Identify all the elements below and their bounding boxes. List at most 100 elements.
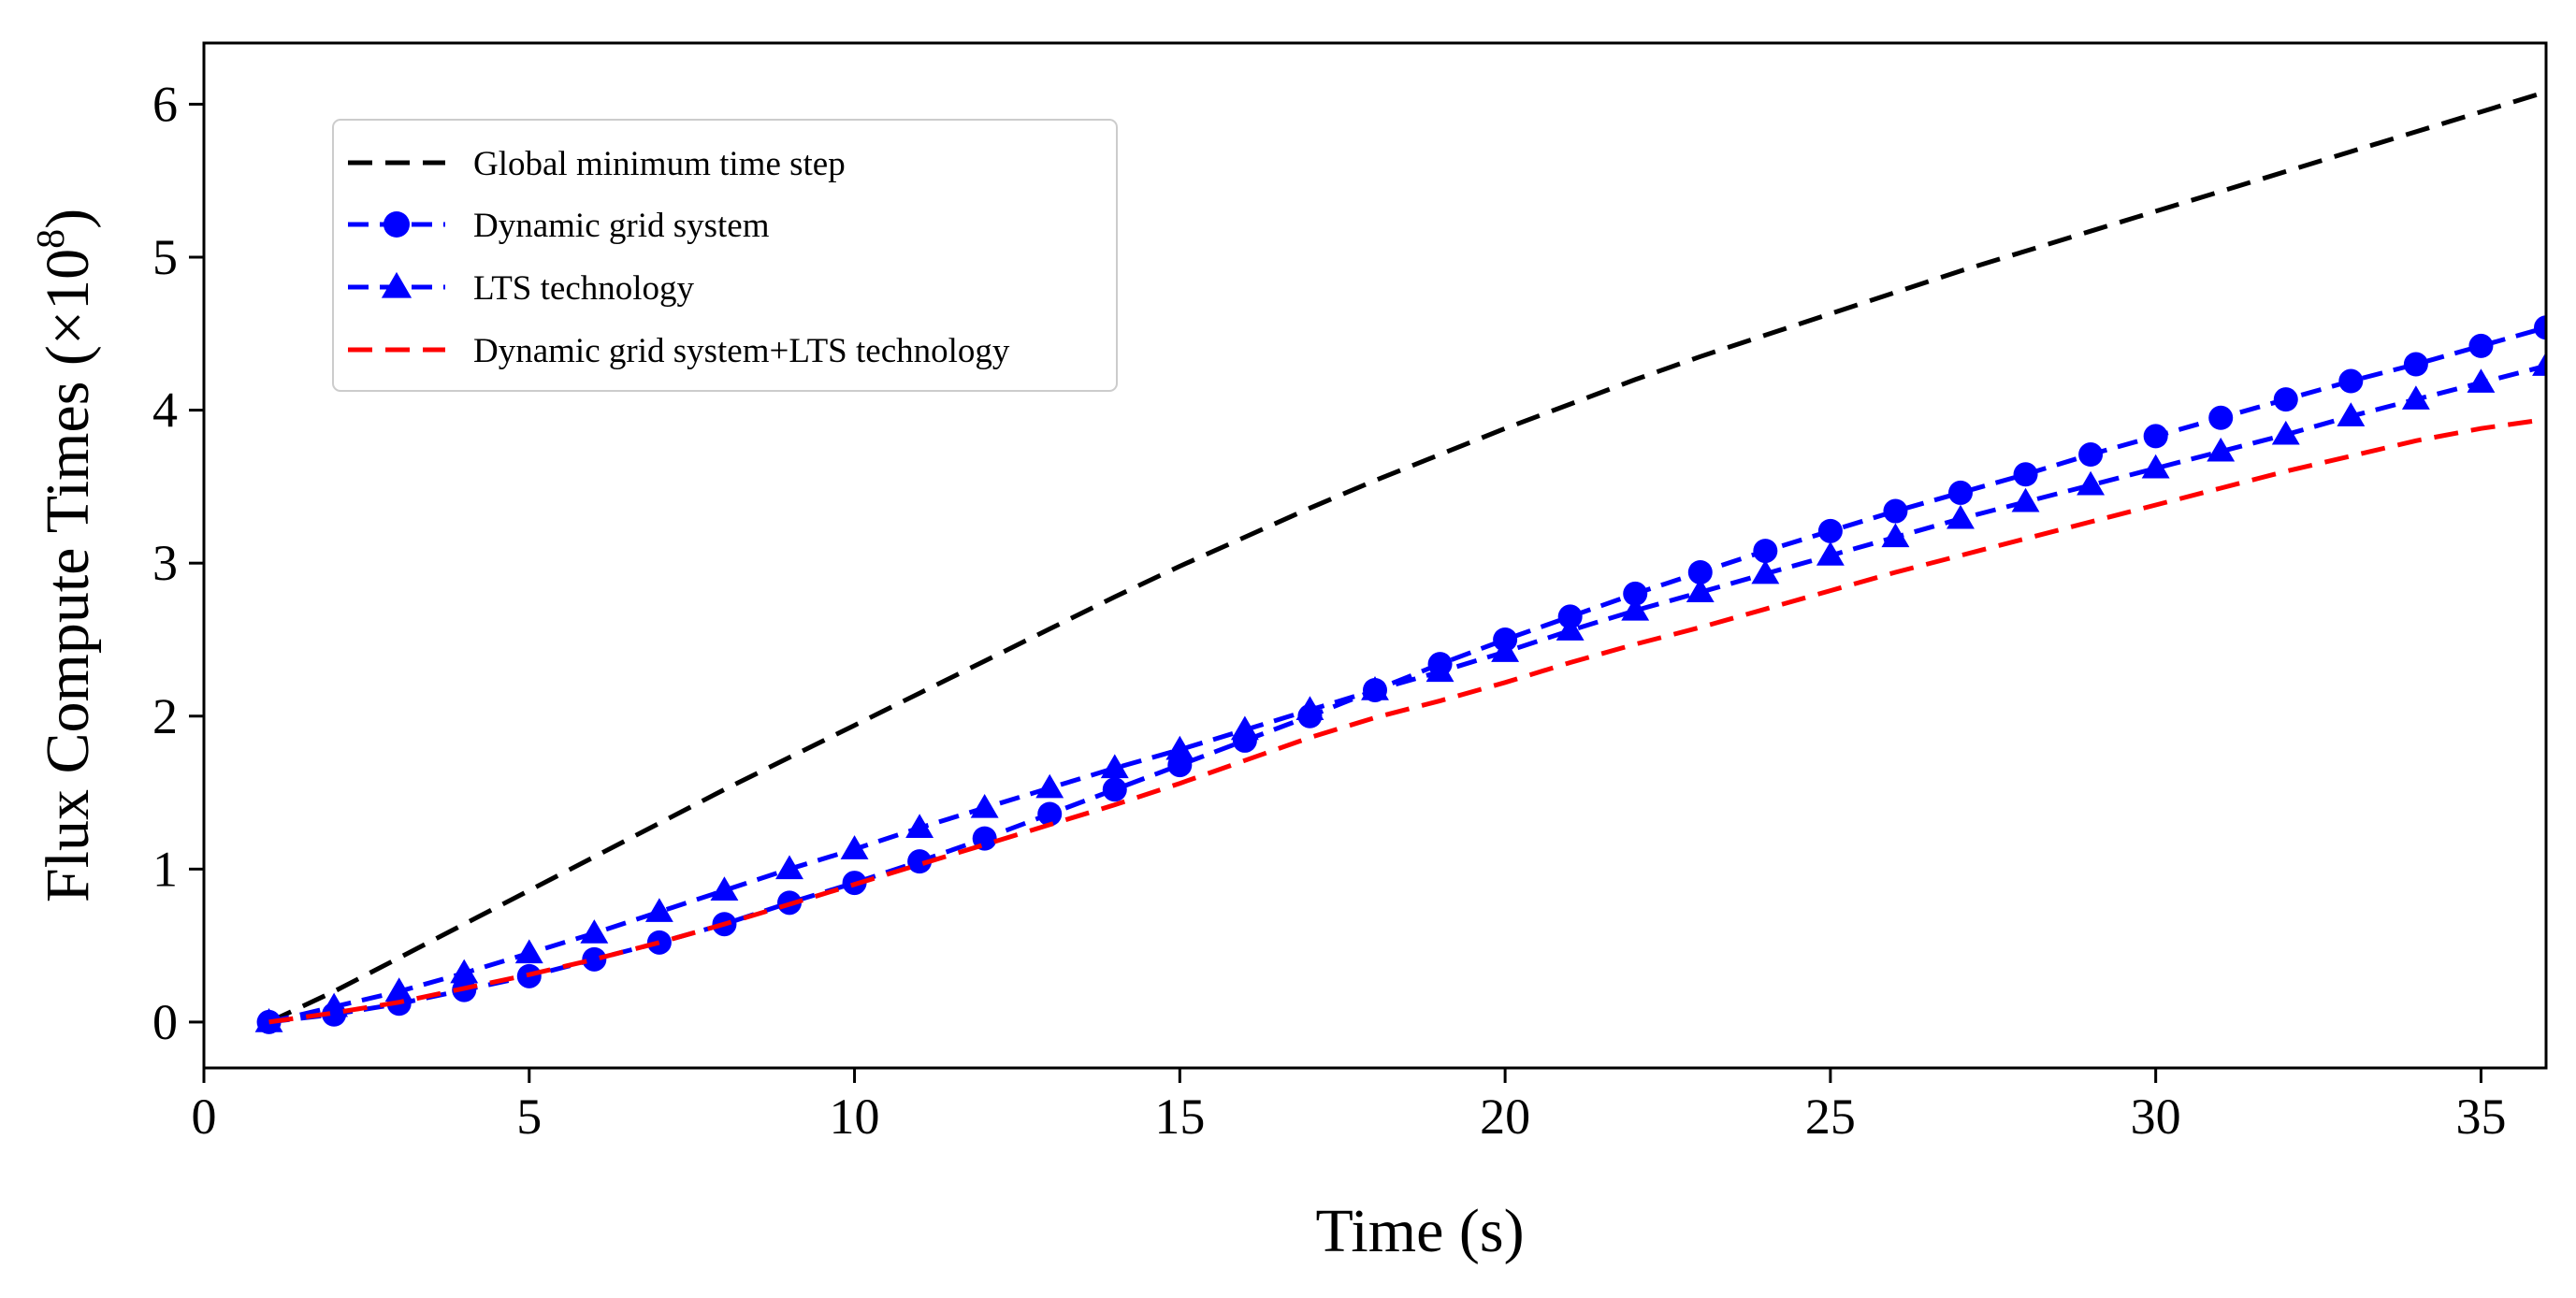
y-tick-label: 0 [152, 994, 178, 1050]
y-axis-title-exponent: 8 [30, 229, 73, 249]
data-point-circle [1363, 677, 1387, 702]
data-point-triangle [970, 793, 999, 818]
legend-item: Dynamic grid system [348, 207, 770, 245]
data-point-triangle [1816, 541, 1845, 566]
legend-label: LTS technology [473, 269, 695, 308]
data-point-circle [322, 1002, 347, 1027]
data-point-circle [2143, 424, 2168, 449]
data-point-triangle [2532, 352, 2546, 376]
data-point-triangle [2271, 420, 2300, 445]
data-point-circle [1948, 480, 1973, 505]
legend: Global minimum time step Dynamic grid sys… [332, 119, 1118, 392]
y-axis-title-suffix: ) [34, 209, 102, 229]
data-point-circle [256, 1009, 282, 1034]
data-point-triangle [2207, 437, 2236, 462]
series-line [268, 416, 2546, 1025]
data-point-triangle [2467, 368, 2496, 393]
series-global-minimum-time-step [268, 89, 2546, 1025]
series-lts-technology [254, 352, 2546, 1032]
series-line [268, 89, 2546, 1025]
data-point-circle [1557, 604, 1583, 629]
series-dynamic-grid-system [256, 315, 2546, 1034]
data-point-circle [1167, 753, 1193, 778]
data-point-circle [2273, 387, 2298, 412]
data-point-circle [2078, 442, 2104, 468]
data-point-circle [2013, 462, 2038, 487]
x-tick-label: 25 [1805, 1089, 1856, 1145]
data-point-circle [2468, 333, 2494, 358]
legend-item: Global minimum time step [348, 145, 846, 183]
data-point-circle [907, 849, 933, 874]
data-point-triangle [2141, 454, 2170, 479]
series-dynamic-grid-system-lts-technology [268, 416, 2546, 1025]
data-point-triangle [450, 959, 479, 984]
legend-item: LTS technology [348, 269, 695, 308]
legend-label: Global minimum time step [473, 145, 846, 183]
series-line [268, 324, 2546, 1025]
data-point-triangle [2011, 487, 2040, 512]
x-tick-label: 35 [2455, 1089, 2506, 1145]
data-point-circle [2534, 315, 2546, 340]
data-point-triangle [2337, 402, 2366, 426]
legend-label: Dynamic grid system [473, 207, 770, 245]
x-tick-label: 0 [192, 1089, 217, 1145]
data-point-triangle [1100, 754, 1129, 779]
data-point-triangle [1946, 504, 1975, 529]
data-point-triangle [1621, 596, 1650, 621]
axes-frame [202, 41, 2548, 1070]
data-point-triangle [775, 855, 803, 880]
x-tick-label: 30 [2131, 1089, 2181, 1145]
y-tick-label: 6 [152, 76, 178, 132]
y-axis-title-main: Flux Compute Times (×10 [34, 249, 102, 902]
y-tick-label: 4 [152, 382, 178, 439]
data-point-triangle [1881, 523, 1910, 548]
legend-box [332, 119, 1118, 392]
x-axis-title: Time (s) [1315, 1197, 1524, 1265]
y-tick-label: 3 [152, 535, 178, 591]
x-tick-label: 10 [830, 1089, 880, 1145]
data-point-triangle [580, 919, 609, 944]
data-point-circle [1817, 518, 1843, 543]
data-point-circle [1037, 801, 1063, 827]
data-point-triangle [2401, 385, 2430, 410]
y-axis-ticks: 0 1 2 3 4 5 6 [152, 76, 204, 1050]
y-tick-label: 5 [152, 229, 178, 285]
data-point-circle [1493, 627, 1518, 652]
data-point-circle [2403, 352, 2428, 377]
data-point-triangle [1686, 578, 1715, 603]
data-point-triangle [2077, 470, 2106, 496]
x-tick-label: 20 [1480, 1089, 1530, 1145]
data-point-triangle [905, 814, 934, 838]
legend-item: Dynamic grid system+LTS technology [348, 332, 1010, 370]
series-line [268, 363, 2546, 1025]
data-point-circle [2208, 405, 2234, 430]
data-point-triangle [710, 876, 739, 901]
x-tick-label: 5 [516, 1089, 542, 1145]
data-point-triangle [840, 835, 869, 859]
data-point-triangle [644, 898, 673, 922]
data-point-circle [2338, 368, 2364, 394]
x-tick-label: 15 [1154, 1089, 1205, 1145]
data-point-circle [1427, 652, 1453, 677]
data-point-triangle [381, 271, 412, 298]
data-point-triangle [1035, 773, 1064, 799]
y-axis-title: Flux Compute Times (×108) [30, 209, 102, 902]
data-point-circle [1753, 539, 1778, 564]
data-point-circle [1883, 498, 1908, 524]
data-point-triangle [1165, 735, 1194, 760]
data-point-circle [1687, 559, 1713, 584]
data-point-circle [582, 946, 607, 972]
data-point-circle [646, 930, 672, 955]
legend-label: Dynamic grid system+LTS technology [473, 332, 1010, 370]
x-axis-ticks: 0 5 10 15 20 25 30 35 [192, 1068, 2506, 1145]
data-point-circle [384, 211, 410, 238]
data-point-circle [1102, 777, 1127, 802]
data-point-circle [1623, 581, 1648, 606]
data-point-circle [1232, 728, 1257, 753]
plot-series [254, 89, 2546, 1034]
y-tick-label: 1 [152, 841, 178, 897]
y-tick-label: 2 [152, 688, 178, 744]
data-point-triangle [514, 939, 543, 964]
legend-items: Global minimum time step Dynamic grid sys… [348, 145, 1010, 370]
